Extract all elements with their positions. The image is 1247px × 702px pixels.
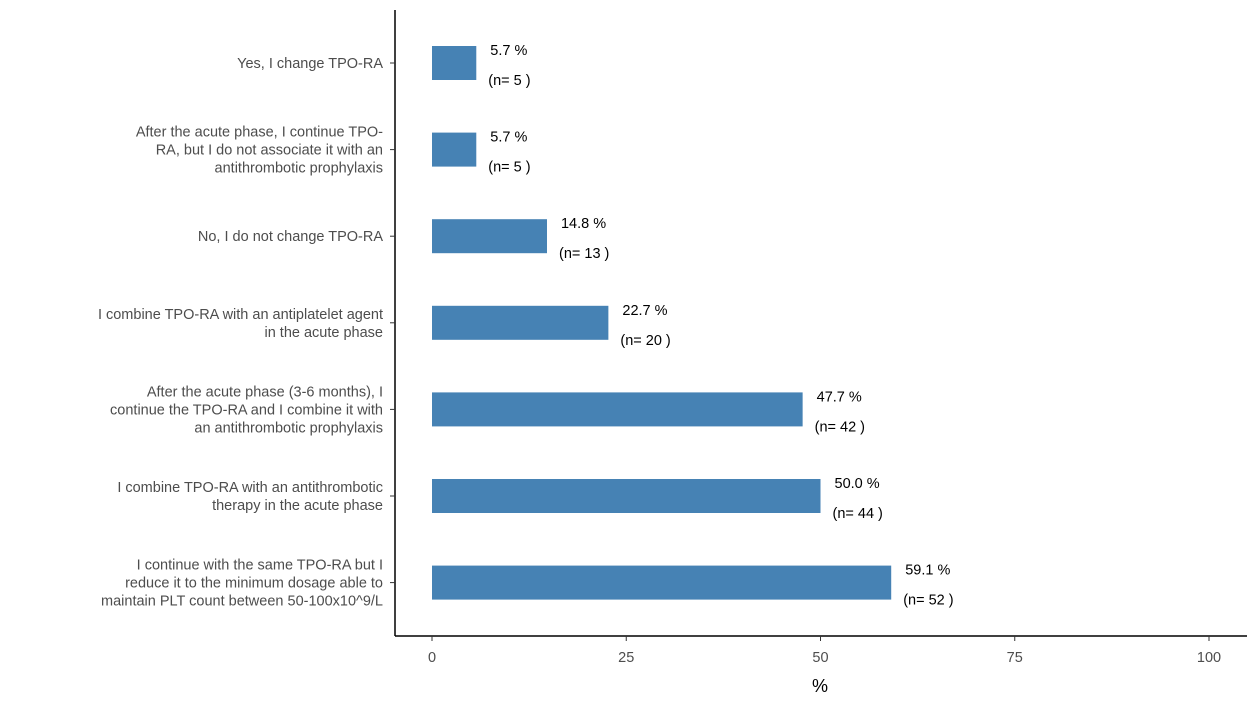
category-label-line: maintain PLT count between 50-100x10^9/L bbox=[101, 594, 383, 610]
count-label: (n= 42 ) bbox=[815, 419, 865, 435]
x-tick-label: 50 bbox=[812, 650, 828, 666]
percent-label: 50.0 % bbox=[835, 476, 880, 492]
category-label: I continue with the same TPO-RA but I red… bbox=[101, 558, 383, 610]
percent-label: 47.7 % bbox=[817, 389, 862, 405]
percent-label: 5.7 % bbox=[490, 43, 527, 59]
category-label-line: I combine TPO-RA with an antiplatelet ag… bbox=[98, 307, 383, 323]
category-label: After the acute phase (3-6 months), I con… bbox=[110, 384, 383, 436]
count-label: (n= 44 ) bbox=[833, 506, 883, 522]
category-label-line: After the acute phase (3-6 months), I bbox=[147, 384, 383, 400]
count-label: (n= 5 ) bbox=[488, 73, 530, 89]
category-label: I combine TPO-RA with an antithrombotic t… bbox=[117, 480, 383, 514]
category-label: No, I do not change TPO-RA bbox=[198, 229, 383, 245]
category-label: Yes, I change TPO-RA bbox=[237, 56, 383, 72]
percent-label: 14.8 % bbox=[561, 216, 606, 232]
x-tick-label: 100 bbox=[1197, 650, 1221, 666]
x-tick-label: 25 bbox=[618, 650, 634, 666]
category-label-line: No, I do not change TPO-RA bbox=[198, 229, 383, 245]
y-axis: Yes, I change TPO-RA After the acute phas… bbox=[98, 10, 396, 636]
count-label: (n= 5 ) bbox=[488, 160, 530, 176]
data-labels: 5.7 % (n= 5 ) 5.7 % (n= 5 ) 14.8 % (n= 13 ) 22… bbox=[488, 43, 953, 609]
x-tick-label: 0 bbox=[428, 650, 436, 666]
bar bbox=[432, 392, 803, 427]
category-label: I combine TPO-RA with an antiplatelet ag… bbox=[98, 307, 383, 341]
percent-label: 59.1 % bbox=[905, 563, 950, 579]
category-label-line: RA, but I do not associate it with an bbox=[156, 143, 383, 159]
percent-label: 22.7 % bbox=[622, 303, 667, 319]
bar bbox=[432, 46, 477, 80]
count-label: (n= 52 ) bbox=[903, 593, 953, 609]
category-label-line: I combine TPO-RA with an antithrombotic bbox=[117, 480, 383, 496]
category-label-line: therapy in the acute phase bbox=[212, 498, 383, 514]
x-axis-title: % bbox=[812, 676, 828, 696]
category-label-line: continue the TPO-RA and I combine it wit… bbox=[110, 402, 383, 418]
percent-label: 5.7 % bbox=[490, 130, 527, 146]
x-axis: 0 25 50 75 100 bbox=[395, 635, 1247, 666]
bar bbox=[432, 132, 477, 167]
category-label-line: in the acute phase bbox=[264, 325, 383, 341]
count-label: (n= 20 ) bbox=[620, 333, 670, 349]
category-label-line: an antithrombotic prophylaxis bbox=[194, 420, 383, 436]
category-label-line: Yes, I change TPO-RA bbox=[237, 56, 383, 72]
bar bbox=[432, 305, 609, 340]
count-label: (n= 13 ) bbox=[559, 246, 609, 262]
category-label-line: reduce it to the minimum dosage able to bbox=[125, 576, 383, 592]
category-label-line: After the acute phase, I continue TPO- bbox=[136, 125, 383, 141]
bar bbox=[432, 219, 547, 254]
category-label-line: antithrombotic prophylaxis bbox=[215, 161, 383, 177]
bar bbox=[432, 565, 892, 600]
category-label: After the acute phase, I continue TPO- RA… bbox=[136, 125, 383, 177]
bars bbox=[432, 46, 892, 600]
x-tick-label: 75 bbox=[1007, 650, 1023, 666]
category-label-line: I continue with the same TPO-RA but I bbox=[137, 558, 383, 574]
bar bbox=[432, 479, 821, 513]
